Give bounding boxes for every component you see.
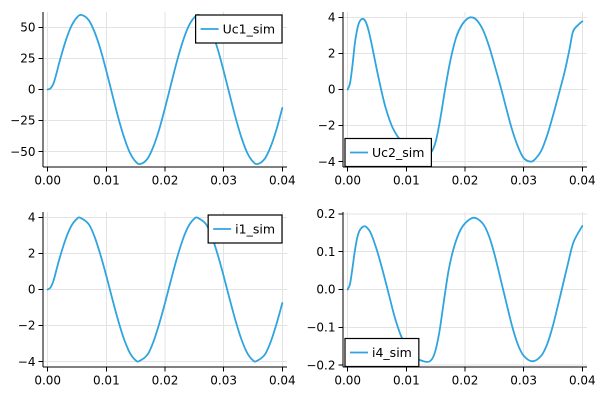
y-tick-label: 25 [20,52,35,66]
x-tick-label: 0.02 [152,174,179,188]
x-tick-label: 0.03 [210,374,237,388]
tick-labels: 0.00 0.01 0.02 0.03 0.04 −4 −2 0 2 4 [18,211,296,388]
legend-uc1-sim: Uc1_sim [195,14,283,44]
x-tick-label: 0.01 [393,174,420,188]
x-tick-label: 0.04 [569,374,596,388]
x-tick-label: 0.02 [452,374,479,388]
subplot-uc2-sim: 0.00 0.01 0.02 0.03 0.04 −4 −2 0 2 4 Uc2_sim [300,0,600,200]
y-tick-label: 0 [28,83,36,97]
y-tick-label: 0.1 [316,245,335,259]
y-tick-label: 0.2 [316,207,335,221]
x-tick-label: 0.00 [334,174,361,188]
legend-label: Uc2_sim [372,145,424,160]
y-tick-label: 0.0 [316,283,335,297]
x-tick-label: 0.04 [569,174,596,188]
x-tick-label: 0.03 [210,174,237,188]
x-tick-label: 0.02 [452,174,479,188]
x-tick-label: 0.03 [510,374,537,388]
tick-labels: 0.00 0.01 0.02 0.03 0.04 −50 −25 0 25 50 [10,21,295,188]
y-tick-label: −0.1 [306,321,335,335]
tick-labels: 0.00 0.01 0.02 0.03 0.04 −0.2 −0.1 0.0 0.1 0.2 [306,207,595,387]
legend-label: Uc1_sim [223,21,275,36]
y-tick-label: 2 [328,47,336,61]
subplot-i4-sim: 0.00 0.01 0.02 0.03 0.04 −0.2 −0.1 0.0 0.1 0.2 i4_… [300,200,600,400]
series-line-uc2-sim [346,16,584,163]
y-tick-label: 4 [328,11,336,25]
x-tick-label: 0.01 [93,174,120,188]
i1-sim-canvas: 0.00 0.01 0.02 0.03 0.04 −4 −2 0 2 4 i1_sim [18,211,296,388]
legend-label: i1_sim [235,221,275,236]
i4-sim-canvas: 0.00 0.01 0.02 0.03 0.04 −0.2 −0.1 0.0 0.1 0.2 i4_… [306,207,595,387]
y-tick-label: −2 [18,319,36,333]
tick-labels: 0.00 0.01 0.02 0.03 0.04 −4 −2 0 2 4 [318,11,596,188]
x-tick-label: 0.03 [510,174,537,188]
y-tick-label: −2 [318,119,336,133]
legend-label: i4_sim [372,345,412,360]
series-line-i1-sim [46,216,284,363]
legend-uc2-sim: Uc2_sim [344,137,432,168]
y-tick-label: 0 [328,83,336,97]
x-tick-label: 0.02 [152,374,179,388]
x-tick-label: 0.00 [334,374,361,388]
uc1-sim-canvas: 0.00 0.01 0.02 0.03 0.04 −50 −25 0 25 50 Uc1_sim [10,12,296,188]
series-line-i4-sim [346,216,584,363]
legend-i4-sim: i4_sim [344,337,420,368]
subplot-uc1-sim: 0.00 0.01 0.02 0.03 0.04 −50 −25 0 25 50 Uc1_sim [0,0,300,200]
y-tick-label: 2 [28,247,36,261]
grid [343,12,587,167]
series-line-uc1-sim [46,13,284,166]
y-tick-label: −4 [318,155,336,169]
legend-i1-sim: i1_sim [207,214,283,244]
y-tick-label: 0 [28,283,36,297]
axes [38,212,287,372]
x-tick-label: 0.04 [269,174,296,188]
y-tick-label: −4 [18,355,36,369]
y-tick-label: −50 [10,145,35,159]
x-tick-label: 0.04 [269,374,296,388]
axes [38,12,287,172]
grid [343,212,587,367]
y-tick-label: 4 [28,211,36,225]
x-tick-label: 0.01 [393,374,420,388]
y-tick-label: −0.2 [306,358,335,372]
x-tick-label: 0.00 [34,374,61,388]
y-tick-label: 50 [20,21,35,35]
x-tick-label: 0.00 [34,174,61,188]
subplot-i1-sim: 0.00 0.01 0.02 0.03 0.04 −4 −2 0 2 4 i1_sim [0,200,300,400]
uc2-sim-canvas: 0.00 0.01 0.02 0.03 0.04 −4 −2 0 2 4 Uc2_sim [318,11,596,188]
x-tick-label: 0.01 [93,374,120,388]
y-tick-label: −25 [10,114,35,128]
